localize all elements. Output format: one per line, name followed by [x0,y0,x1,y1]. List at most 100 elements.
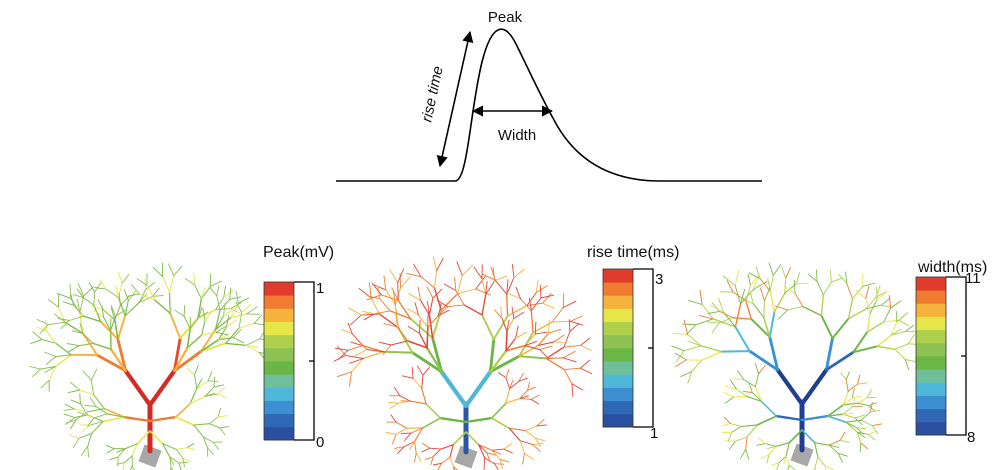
dendrite-branch [845,371,850,381]
dendrite-branch [824,336,834,372]
dendrite-branch [174,416,195,426]
dendrite-branch [214,309,221,331]
dendrite-branch [701,304,714,320]
dendrite-branch [393,386,401,397]
dendrite-branch [229,287,232,300]
dendrite-branch [807,273,818,282]
dendrite-branch [208,423,221,429]
dendrite-branch [499,458,510,463]
dendrite-branch [752,281,768,291]
dendrite-branch [186,328,191,349]
dendrite-branch [674,352,687,361]
dendrite-branch [535,279,539,294]
dendrite-branch [449,444,454,459]
panel-width: width(ms) 11 8 [671,259,987,470]
dendrite-branch [725,385,737,390]
dendrite-branch [842,397,853,406]
dendrite-branch [207,380,219,382]
dendrite-branch [783,455,787,465]
dendrite-branch [745,395,763,402]
dendrite-branch [749,383,753,393]
colorbar-title: Peak(mV) [263,244,334,261]
dendrite-branch [389,402,400,409]
dendrite-branch [483,457,486,470]
dendrite-branch [534,437,541,447]
dendrite-branch [723,416,731,424]
dendrite-branch [518,377,528,382]
dendrite-branch [350,314,362,326]
dendrite-branch [410,427,424,434]
dendrite-branch [232,328,242,338]
dendrite-branch [796,271,800,285]
dendrite-branch [84,405,97,407]
dendrite-branch [490,417,511,430]
colorbar-segment [916,356,946,370]
dendrite-branch [400,276,411,289]
dendrite-branch [124,443,138,450]
dendrite-branch [146,284,155,301]
dendrite-branch [138,288,147,303]
dendrite-branch [855,290,867,299]
dendrite-branch [749,276,758,287]
dendrite-branch [70,381,81,391]
dendrite-branch [723,391,735,398]
dendrite-branch [385,289,396,305]
colorbar-segment [603,400,633,415]
dendrite-branch [498,372,507,379]
dendrite-branch [675,359,687,367]
dendrite-branch [852,331,869,354]
dendrite-branch [409,441,415,451]
dendrite-branch [750,318,771,339]
colorbar-segment [264,400,294,415]
dendrite-branch [348,307,362,316]
dendrite-branch [101,305,105,318]
colorbar-segment [916,408,946,423]
dendrite-branch [394,446,405,449]
dendrite-branch [415,452,422,462]
dendrite-branch [76,288,84,298]
dendrite-branch [99,279,107,290]
dendrite-branch [103,407,126,418]
dendrite-branch [360,313,380,316]
dendrite-branch [686,324,697,335]
dendrite-branch [751,392,762,402]
dendrite-branch [505,388,511,404]
dendrite-branch [824,465,835,470]
dendrite-branch [126,293,140,297]
dendrite-branch [109,456,119,461]
dendrite-branch [122,462,125,470]
dendrite-branch [904,359,910,371]
dendrite-branch [568,318,571,332]
dendrite-branch [217,386,226,395]
dendrite-branch [428,314,434,339]
dendrite-branch [64,321,84,334]
dendrite-branch [768,335,780,372]
dendrite-branch [775,367,805,407]
dendrite-branch [532,442,544,446]
dendrite-branch [73,408,88,413]
colorbar-segment [264,282,294,296]
recording-site [790,443,814,467]
dendrite-branch [530,394,540,400]
dendrite-branch [769,274,774,292]
dendrite-branch [904,324,915,333]
dendrite-branch [506,317,515,332]
dendrite-branch [196,380,209,389]
dendrite-branch [785,442,790,457]
dendrite-branch [860,419,873,427]
dendrite-branch [746,424,758,438]
dendrite-branch [840,372,847,381]
dendrite-branch [92,342,112,351]
dendrite-branch [65,419,77,424]
dendrite-branch [743,379,756,388]
dendrite-branch [414,452,417,463]
dendrite-branch [747,274,751,287]
dendrite-branch [784,277,787,294]
dendrite-branch [422,366,430,376]
dendrite-branch [768,445,777,456]
colorbar-title: width(ms) [917,259,987,276]
dendrite-branch [390,414,397,423]
dendrite-branch [888,294,892,309]
dendrite-branch [30,339,43,344]
